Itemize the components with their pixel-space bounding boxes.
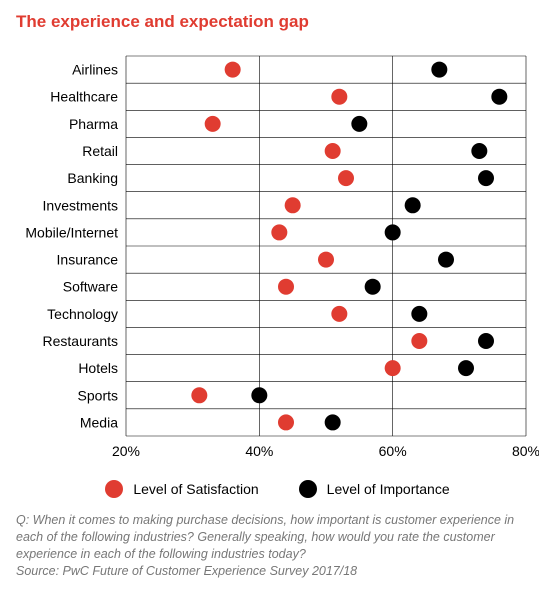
caption-question: Q: When it comes to making purchase deci… (16, 512, 539, 563)
svg-text:Insurance: Insurance (57, 252, 119, 268)
chart-svg: 20% 40% 60% 80% Airlines Healthcare Pharma Reta… (16, 46, 539, 466)
legend-label: Level of Satisfaction (133, 481, 258, 497)
legend-label: Level of Importance (327, 481, 450, 497)
legend-item-importance: Level of Importance (299, 480, 450, 498)
svg-text:Restaurants: Restaurants (43, 333, 118, 349)
legend-item-satisfaction: Level of Satisfaction (105, 480, 258, 498)
svg-text:Media: Media (80, 414, 118, 430)
svg-text:Pharma: Pharma (69, 116, 118, 132)
svg-text:20%: 20% (112, 443, 140, 459)
svg-text:Sports: Sports (78, 387, 118, 403)
svg-text:60%: 60% (379, 443, 407, 459)
dot-plot-chart: 20% 40% 60% 80% Airlines Healthcare Pharma Reta… (16, 46, 539, 466)
svg-text:Investments: Investments (43, 197, 118, 213)
svg-text:Mobile/Internet: Mobile/Internet (25, 224, 118, 240)
legend-swatch-satisfaction (105, 480, 123, 498)
legend-swatch-importance (299, 480, 317, 498)
chart-caption: Q: When it comes to making purchase deci… (16, 512, 539, 580)
svg-text:Retail: Retail (82, 143, 118, 159)
svg-text:80%: 80% (512, 443, 539, 459)
svg-text:Technology: Technology (47, 306, 118, 322)
svg-text:Software: Software (63, 279, 118, 295)
svg-text:40%: 40% (245, 443, 273, 459)
legend: Level of Satisfaction Level of Importanc… (16, 480, 539, 498)
svg-text:Hotels: Hotels (78, 360, 118, 376)
svg-text:Airlines: Airlines (72, 62, 118, 78)
caption-source: Source: PwC Future of Customer Experienc… (16, 563, 539, 580)
chart-title: The experience and expectation gap (16, 12, 539, 32)
svg-text:Banking: Banking (67, 170, 118, 186)
svg-text:Healthcare: Healthcare (50, 89, 118, 105)
